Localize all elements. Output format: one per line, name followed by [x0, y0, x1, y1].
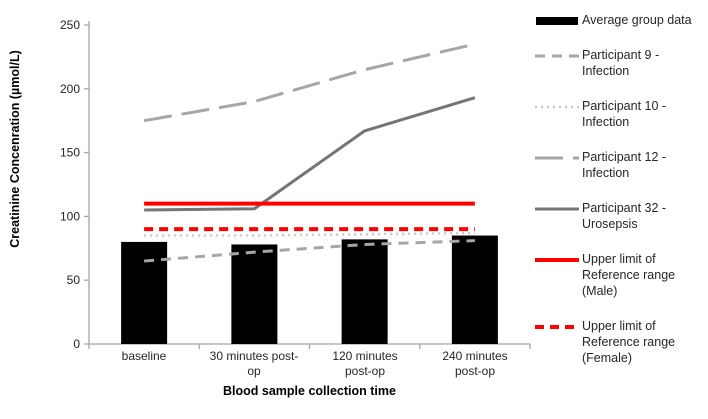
y-tick-label: 200 — [60, 82, 80, 96]
legend-swatch-red-solid-line — [535, 258, 579, 262]
y-tick-label: 150 — [60, 146, 80, 160]
x-tick-label-30min: 30 minutes post- op — [209, 349, 299, 378]
x-tick-label-120min: 120 minutes post-op — [332, 349, 398, 378]
y-tick-label: 250 — [60, 18, 80, 32]
legend-item-participant-32: Participant 32 - Urosepsis — [534, 200, 708, 232]
legend-item-participant-10: Participant 10 - Infection — [534, 98, 708, 130]
legend-item-participant-9: Participant 9 - Infection — [534, 47, 708, 79]
legend-label: Participant 10 - Infection — [582, 99, 667, 129]
legend-item-participant-12: Participant 12 - Infection — [534, 149, 708, 181]
bar — [231, 244, 278, 344]
legend-label: Participant 12 - Infection — [582, 150, 667, 180]
y-axis-title: Creatinine Concenration (µmol/L) — [8, 50, 22, 248]
legend: Average group data Participant 9 - Infec… — [534, 12, 708, 366]
bar — [341, 239, 388, 344]
x-axis-title: Blood sample collection time — [223, 384, 396, 398]
series-line — [143, 42, 476, 123]
series-line — [144, 239, 475, 263]
series-line — [144, 96, 476, 212]
legend-swatch-dark-gray-solid-line — [535, 207, 579, 211]
bar — [121, 241, 168, 344]
legend-swatch-black-bar — [536, 17, 578, 25]
legend-label: Upper limit of Reference range (Male) — [582, 252, 676, 298]
legend-item-average-group-data: Average group data — [534, 12, 708, 28]
y-tick-label: 50 — [67, 273, 81, 287]
legend-label: Participant 32 - Urosepsis — [582, 201, 667, 231]
legend-item-upper-limit-female: Upper limit of Reference range (Female) — [534, 318, 708, 366]
legend-label: Participant 9 - Infection — [582, 48, 660, 78]
x-tick-label-baseline: baseline — [121, 349, 167, 363]
y-tick-label: 100 — [60, 209, 80, 223]
legend-label: Upper limit of Reference range (Female) — [582, 319, 676, 365]
bar — [451, 235, 498, 344]
legend-swatch-gray-dashed-line — [535, 54, 579, 58]
legend-label: Average group data — [582, 13, 692, 27]
series-line — [144, 231, 475, 237]
legend-swatch-gray-long-dash-line — [535, 156, 579, 160]
legend-item-upper-limit-male: Upper limit of Reference range (Male) — [534, 251, 708, 299]
legend-swatch-gray-dotted-line — [535, 105, 579, 109]
legend-swatch-red-dashed-line — [535, 325, 579, 329]
y-tick-label: 0 — [73, 337, 80, 351]
x-tick-label-240min: 240 minutes post-op — [442, 349, 508, 378]
